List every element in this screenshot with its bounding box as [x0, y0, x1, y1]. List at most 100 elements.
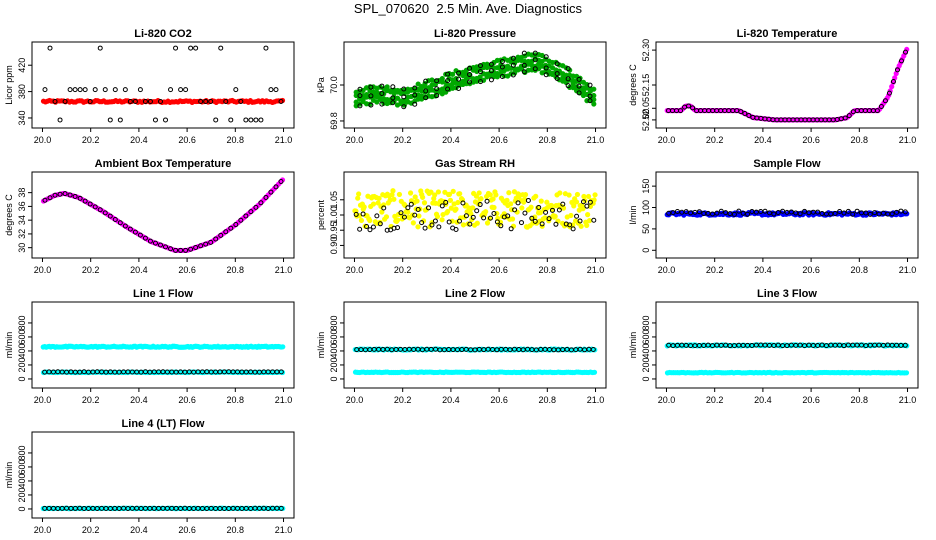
data-point [533, 193, 539, 199]
data-point [696, 209, 702, 215]
data-point [163, 117, 169, 123]
data-point [233, 87, 239, 93]
data-point [552, 213, 558, 219]
data-point [381, 205, 387, 211]
data-point [587, 98, 593, 104]
data-point [390, 100, 396, 106]
x-tick-label: 20.0 [658, 395, 676, 405]
data-point [510, 223, 517, 229]
chart-panel: Line 4 (LT) Flow 20.0 20.2 20.4 20.6 20.8 21.0… [4, 418, 295, 535]
data-point [357, 103, 363, 109]
data-point [405, 209, 411, 215]
data-point [845, 208, 851, 214]
chart-panel: Li-820 Temperature 20.0 20.2 20.4 20.6 20.8 21… [628, 28, 919, 145]
x-tick-label: 20.8 [227, 265, 245, 275]
data-point [532, 66, 538, 72]
x-tick-label: 20.4 [754, 265, 772, 275]
data-point [585, 212, 591, 218]
x-tick-label: 21.0 [899, 265, 917, 275]
data-point [463, 213, 469, 219]
data-point [280, 344, 286, 350]
data-point [367, 227, 373, 233]
data-point [894, 209, 900, 215]
data-point [510, 55, 516, 61]
x-tick-label: 20.8 [851, 265, 869, 275]
data-point [591, 101, 597, 107]
data-point [727, 211, 733, 217]
data-point [253, 204, 259, 210]
data-point [82, 87, 88, 93]
data-point [570, 226, 576, 232]
data-point [477, 69, 483, 75]
data-series [40, 97, 286, 106]
data-point [213, 117, 219, 123]
data-point [506, 190, 512, 196]
data-point [374, 213, 380, 219]
data-point [147, 238, 153, 244]
data-point [82, 198, 88, 204]
data-point [416, 213, 422, 219]
data-point [208, 98, 214, 104]
y-tick-label: 0 [641, 248, 651, 253]
data-point [72, 87, 78, 93]
data-point [499, 64, 505, 70]
data-point [576, 76, 582, 82]
data-point [714, 210, 720, 216]
data-point [678, 108, 684, 114]
data-point [499, 59, 505, 65]
chart-title: Li-820 CO2 [134, 28, 191, 40]
data-point [278, 369, 284, 375]
data-point [509, 216, 516, 222]
x-tick-label: 20.0 [34, 525, 52, 535]
data-point [102, 210, 108, 216]
data-point [415, 206, 421, 212]
data-point [670, 210, 676, 216]
data-point [152, 240, 158, 246]
y-tick-label: 36 [17, 201, 27, 211]
data-series [40, 177, 286, 254]
data-point [494, 219, 500, 225]
data-point [553, 221, 559, 227]
data-point [370, 224, 376, 230]
data-point [147, 98, 153, 104]
data-point [468, 211, 474, 217]
data-point [405, 205, 411, 211]
data-point [872, 210, 878, 216]
x-tick-label: 20.0 [658, 135, 676, 145]
data-point [450, 71, 456, 77]
y-tick-label: 600 [641, 329, 651, 344]
data-point [198, 98, 204, 104]
data-point [425, 85, 432, 91]
x-tick-label: 20.8 [539, 395, 557, 405]
data-point [419, 83, 425, 90]
data-point [446, 191, 453, 197]
y-tick-label: 600 [17, 329, 27, 344]
chart-title: Ambient Box Temperature [95, 158, 232, 170]
data-point [434, 78, 440, 84]
data-point [571, 203, 577, 209]
y-tick-label: 69.8 [329, 112, 339, 130]
x-tick-label: 20.8 [539, 135, 557, 145]
data-point [408, 201, 414, 207]
data-point [445, 71, 451, 77]
data-point [566, 192, 572, 198]
data-point [841, 210, 847, 216]
x-tick-label: 21.0 [899, 395, 917, 405]
data-point [510, 72, 516, 78]
data-point [686, 103, 692, 109]
data-point [203, 241, 209, 247]
data-point [383, 214, 390, 220]
x-tick-label: 21.0 [587, 395, 605, 405]
data-point [491, 211, 497, 217]
x-tick-label: 20.4 [442, 135, 460, 145]
y-tick-label: 400 [17, 343, 27, 358]
x-tick-label: 20.2 [82, 265, 100, 275]
data-point [142, 235, 148, 241]
data-series [665, 49, 909, 123]
plot-frame [31, 301, 295, 389]
y-tick-label: 52.00 [641, 109, 651, 132]
x-tick-label: 20.2 [706, 395, 724, 405]
chart-panel: Li-820 Pressure 20.0 20.2 20.4 20.6 20.8 21.0 6… [316, 28, 607, 145]
data-point [419, 220, 425, 226]
data-point [504, 197, 510, 203]
